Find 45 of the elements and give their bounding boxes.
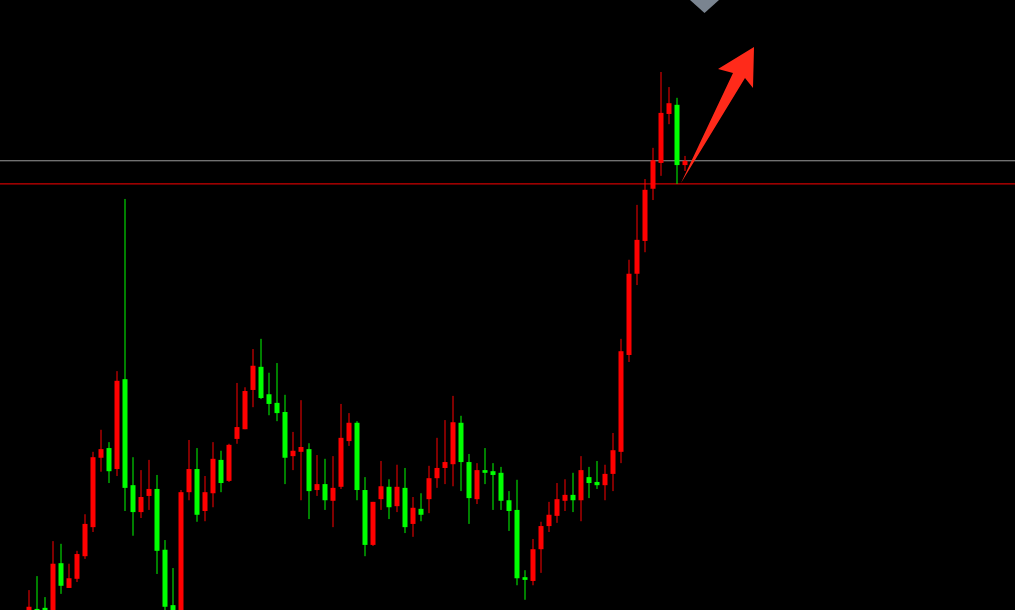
candlestick <box>170 567 176 610</box>
candlestick <box>490 462 496 511</box>
candlestick <box>274 362 280 422</box>
candlestick <box>434 437 440 489</box>
candlestick <box>66 563 72 589</box>
candlestick <box>602 464 608 501</box>
candlestick <box>186 439 192 501</box>
candlestick <box>146 459 152 511</box>
candlestick <box>42 596 48 610</box>
candlestick <box>442 419 448 485</box>
candlestick <box>586 466 592 499</box>
candlestick <box>570 472 576 513</box>
candlestick <box>410 496 416 538</box>
candlestick <box>34 575 40 610</box>
candlestick <box>562 478 568 512</box>
candlestick <box>418 492 424 522</box>
candlestick <box>234 382 240 445</box>
candlestick <box>138 469 144 519</box>
candlestick <box>322 458 328 511</box>
candlestick <box>58 543 64 595</box>
candlestick <box>594 460 600 490</box>
candlestick <box>426 465 432 514</box>
candlestick <box>610 432 616 492</box>
candlestick <box>394 464 400 513</box>
candlestick <box>378 460 384 511</box>
candlestick <box>506 490 512 532</box>
candlestick <box>298 399 304 501</box>
candlestick <box>538 521 544 574</box>
candlestick <box>330 455 336 528</box>
candlestick <box>314 454 320 497</box>
candlestick <box>290 431 296 471</box>
candlestick <box>666 86 672 125</box>
candlestick <box>522 569 528 601</box>
candlestick <box>346 412 352 447</box>
candlestick <box>98 429 104 473</box>
candlestick <box>106 441 112 484</box>
candlestick <box>26 589 32 610</box>
candlestick <box>546 501 552 533</box>
candlestick <box>682 155 688 172</box>
candlestick <box>266 372 272 416</box>
candlestick <box>218 450 224 493</box>
candlestick <box>202 475 208 522</box>
candlestick <box>386 478 392 520</box>
candlestick <box>482 447 488 485</box>
candlestick <box>554 482 560 524</box>
